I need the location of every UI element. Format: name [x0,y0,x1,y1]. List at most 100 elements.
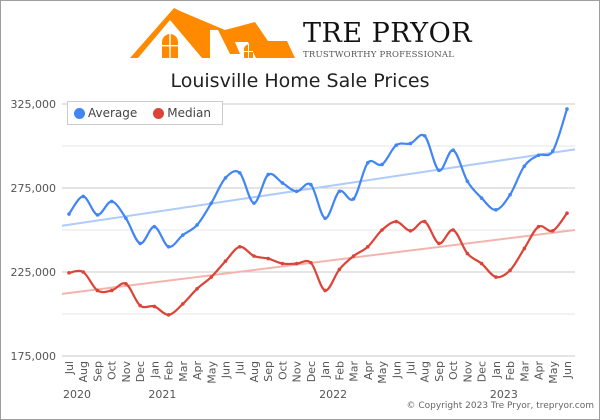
data-point-average [109,199,114,204]
data-point-median [266,256,271,261]
copyright-notice: © Copyright 2023 Tre Pryor, trepryor.com [406,401,594,411]
trendline-average [61,148,576,227]
data-point-average [67,212,71,216]
house-roof-logo-icon [130,8,295,58]
x-tick-label: Mar [177,361,190,382]
y-tick-label: 325,000 [11,98,57,111]
data-point-median [422,219,427,224]
x-tick-label: Oct [276,360,289,380]
legend-label-average: Average [88,106,138,120]
data-point-average [422,134,427,138]
x-tick-label: Apr [533,361,546,381]
x-year-label: 2023 [490,388,518,401]
x-year-label: 2022 [319,388,347,401]
data-point-median [550,229,555,233]
data-point-median [508,268,512,273]
series-line-average [68,108,569,248]
x-tick-label: Mar [518,361,531,382]
data-point-median [494,275,498,279]
window-right-icon [244,44,253,58]
x-tick-label: Jun [561,361,574,379]
x-tick-label: Dec [476,361,489,382]
brand-name: TRE PRYOR [303,18,473,49]
x-tick-label: Jan [490,361,503,379]
data-point-median [394,219,399,224]
data-point-average [351,197,356,201]
x-tick-label: May [205,361,218,384]
data-point-average [95,213,100,217]
data-point-median [124,281,128,286]
data-point-median [81,270,86,274]
data-point-average [565,107,569,111]
data-point-average [81,194,86,199]
data-point-average [408,141,413,146]
data-point-average [337,189,342,194]
x-tick-label: Jun [390,361,403,379]
data-point-median [138,303,142,308]
x-tick-label: Oct [447,360,460,380]
x-tick-label: Jan [319,361,332,379]
data-point-median [408,229,413,233]
data-point-average [166,245,171,249]
data-point-median [380,228,384,232]
y-tick-label: 275,000 [11,182,57,195]
data-point-median [237,245,242,249]
data-point-median [351,254,356,258]
data-point-average [209,201,214,205]
data-point-average [237,171,242,175]
data-point-median [465,251,470,256]
x-tick-label: Mar [348,361,361,382]
window-left-icon [162,34,178,58]
x-tick-label: Sep [262,361,275,382]
data-point-median [252,254,256,258]
data-point-average [494,208,498,212]
x-tick-label: Jun [220,361,233,379]
legend-item-average[interactable]: Average [74,106,137,120]
x-tick-label: Jul [234,361,247,375]
data-point-average [181,233,185,237]
x-tick-label: Dec [305,361,318,382]
x-tick-label: Nov [291,361,304,383]
y-tick-label: 175,000 [11,350,57,363]
data-point-average [195,223,199,227]
data-point-median [280,261,285,266]
x-tick-label: May [376,361,389,384]
data-point-median [479,261,484,266]
data-point-average [266,172,271,177]
x-tick-label: May [547,361,560,384]
x-tick-label: Dec [134,361,147,382]
data-point-average [522,164,527,168]
chart-title: Louisville Home Sale Prices [170,70,430,92]
x-tick-label: Jan [148,361,161,379]
data-point-average [124,216,128,221]
data-point-median [95,288,100,293]
data-point-median [536,224,541,229]
x-tick-label: Jul [63,361,76,375]
data-point-median [223,259,228,263]
legend-item-median[interactable]: Median [153,106,211,120]
x-year-label: 2021 [148,388,176,401]
data-point-average [536,153,541,158]
data-point-average [550,149,555,153]
x-tick-label: Apr [191,361,204,381]
data-point-average [138,241,142,246]
chart-legend[interactable]: Average Median [67,101,223,125]
x-tick-label: Apr [362,361,375,381]
data-point-average [223,176,228,180]
data-point-average [380,162,384,167]
data-point-average [394,143,399,147]
data-point-average [479,196,484,200]
data-point-median [565,211,569,215]
data-point-median [195,287,199,291]
data-point-average [294,189,299,194]
x-tick-label: Oct [106,360,119,380]
legend-label-median: Median [167,106,211,120]
legend-swatch-average [74,107,85,119]
trendline-median [61,229,576,295]
data-point-median [451,228,455,232]
legend-swatch-median [153,107,165,119]
data-point-average [451,148,455,152]
data-point-average [437,168,441,173]
